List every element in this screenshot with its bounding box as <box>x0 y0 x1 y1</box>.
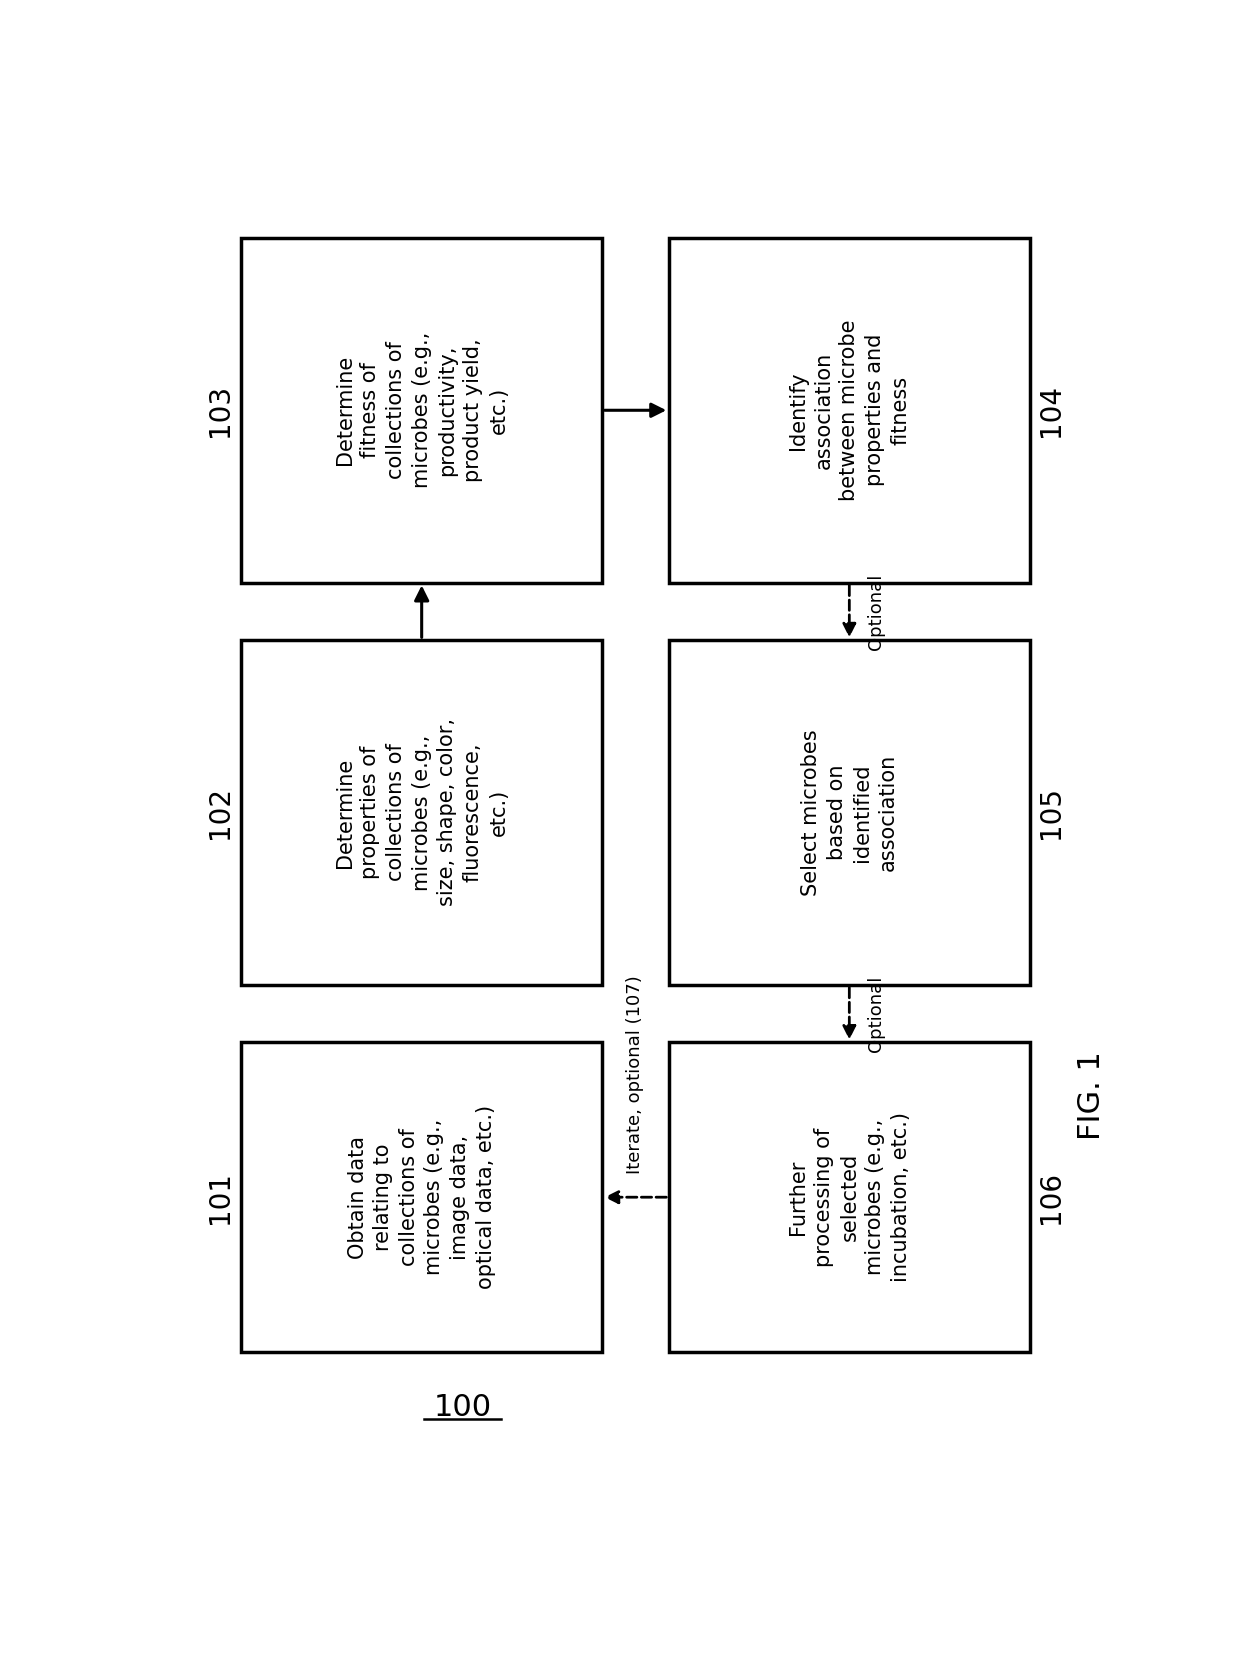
Text: 104: 104 <box>1037 384 1065 437</box>
Text: FIG. 1: FIG. 1 <box>1078 1051 1106 1141</box>
Text: 105: 105 <box>1037 787 1065 838</box>
Text: Obtain data
relating to
collections of
microbes (e.g.,
image data,
optical data,: Obtain data relating to collections of m… <box>347 1106 496 1289</box>
Bar <box>242 640 601 984</box>
Text: Select microbes
based on
identified
association: Select microbes based on identified asso… <box>801 728 898 896</box>
Text: Determine
properties of
collections of
microbes (e.g.,
size, shape, color,
fluor: Determine properties of collections of m… <box>335 718 508 906</box>
Text: Optional: Optional <box>867 574 884 650</box>
Text: 103: 103 <box>206 384 234 437</box>
Text: Identify
association
between microbe
properties and
fitness: Identify association between microbe pro… <box>789 319 910 501</box>
Text: Determine
fitness of
collections of
microbes (e.g.,
productivity,
product yield,: Determine fitness of collections of micr… <box>335 333 508 489</box>
Bar <box>242 1043 601 1352</box>
Text: 101: 101 <box>206 1171 234 1224</box>
Bar <box>670 1043 1029 1352</box>
Text: 100: 100 <box>434 1392 491 1422</box>
Text: Optional: Optional <box>867 976 884 1051</box>
Bar <box>242 238 601 582</box>
Bar <box>670 640 1029 984</box>
Bar <box>670 238 1029 582</box>
Text: 102: 102 <box>206 787 234 838</box>
Text: 106: 106 <box>1037 1171 1065 1224</box>
Text: Iterate, optional (107): Iterate, optional (107) <box>626 976 645 1174</box>
Text: Further
processing of
selected
microbes (e.g.,
incubation, etc.): Further processing of selected microbes … <box>789 1113 910 1282</box>
